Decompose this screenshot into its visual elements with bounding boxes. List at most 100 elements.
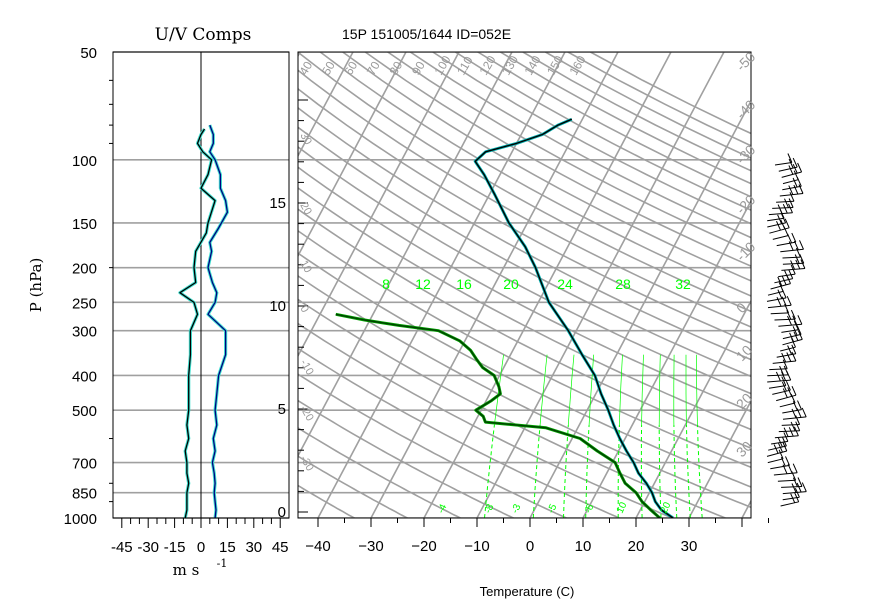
temperature-tick-label: −30 [358,538,383,555]
wind-barb-flag [791,337,796,348]
wind-barb [782,416,807,420]
moist-label: 10 [615,500,630,515]
mixing-ratio-line-upper [658,354,661,426]
moist-label: 20 [659,500,674,515]
wind-barb [780,501,799,507]
wind-barb [769,368,788,371]
height-tick-label: 10 [269,298,286,315]
wind-barb-flag [781,213,787,224]
wind-barb [774,435,799,439]
right-adiabat-label: -30 [733,141,759,167]
dry-adiabat [298,274,751,509]
wind-barb-flag [775,371,781,382]
theta-label: 140 [521,53,543,78]
wind-barb-flag [780,456,786,467]
wind-barb [770,312,789,315]
wind-barb [768,385,786,389]
wind-barb [772,207,794,209]
right-adiabat-label: 10 [733,342,755,364]
wind-barb-flag [788,241,794,251]
dewpoint-profile [335,313,661,518]
isotherm [795,52,887,518]
wind-barb-flag [777,276,783,287]
wind-barb-flag [787,315,792,326]
pressure-tick-label: 850 [72,486,97,503]
wind-barb-flag [781,275,787,286]
wind-barb-flag [788,269,794,279]
left-adiabat-label: 0 [297,304,310,315]
mixing-ratio-label: 28 [615,276,631,292]
temperature-tick-label: 0 [526,538,534,555]
wind-barb [767,304,792,309]
pressure-tick-label: 50 [80,45,97,62]
isotherm [370,52,619,518]
wind-barb-flag [787,233,793,244]
temperature-tick-label: 30 [681,538,698,555]
theta-label: 130 [499,53,521,78]
left-adiabat-label: 20 [297,201,314,218]
dry-adiabat [298,52,751,313]
wind-barb-flag [790,393,796,404]
pressure-tick-label: 700 [72,456,97,473]
dry-adiabat [319,52,751,297]
wind-barb [767,217,785,222]
wind-barb-flag [790,264,796,275]
dry-adiabat [298,229,751,469]
wind-barb [782,179,799,185]
wind-barb-flag [796,325,802,335]
wind-barb-flag [781,436,787,447]
temperature-tick-label: 20 [628,538,645,555]
wind-barb-flag [795,421,801,431]
moist-label: -3 [510,502,524,515]
wind-barb [767,379,791,383]
mixing-ratio-label: 32 [675,276,691,292]
wind-barb [769,227,790,234]
dry-adiabat [298,187,751,431]
wind-barb-flag [788,427,794,437]
wind-barb-flag [794,492,800,503]
wind-barb-flag [790,493,796,503]
pressure-tick-label: 100 [72,153,97,170]
speed-tick-label: -15 [164,539,186,556]
dry-adiabat [298,87,751,344]
mixing-ratio-line-lower [673,424,678,518]
wind-barb [768,212,793,216]
wind-barbs [766,153,807,507]
temperature-tick-label: 10 [575,538,592,555]
wind-u-line [179,128,216,519]
wind-barb-flag [787,153,793,163]
wind-barb-flag [777,437,783,448]
isotherm [0,52,141,518]
wind-barb-flag [785,380,791,391]
mixing-ratio-label: 16 [456,276,472,292]
wind-barb [781,171,802,178]
wind-barb [777,479,796,482]
isotherm [298,52,407,258]
dry-adiabat [298,126,751,378]
speed-tick-label: -30 [137,539,159,556]
wind-barb-flag [794,254,800,264]
theta-label: 40 [296,59,315,78]
wind-panel-ylabel: P (hPa) [27,258,45,313]
wind-barb-flag [797,400,802,410]
mixing-ratio-line-lower [532,424,541,518]
right-adiabat-label: 20 [733,390,755,412]
mixing-ratio-label: 8 [382,276,390,292]
left-adiabat-label: 30 [297,131,314,148]
wind-barb-flag [795,259,801,270]
wind-barb-flag [797,330,803,340]
mixing-ratio-line-upper [685,354,687,426]
wind-barb [774,278,793,284]
temperature-tick-label: −10 [464,538,489,555]
isotherm [529,99,751,518]
speed-tick-label: 0 [197,539,205,556]
wind-barb-flag [781,288,787,299]
dry-adiabat [298,399,516,518]
wind-barb-flag [796,482,802,493]
wind-barb-flag [792,463,798,473]
height-tick-label: 5 [278,401,286,418]
dry-adiabat [342,52,751,282]
